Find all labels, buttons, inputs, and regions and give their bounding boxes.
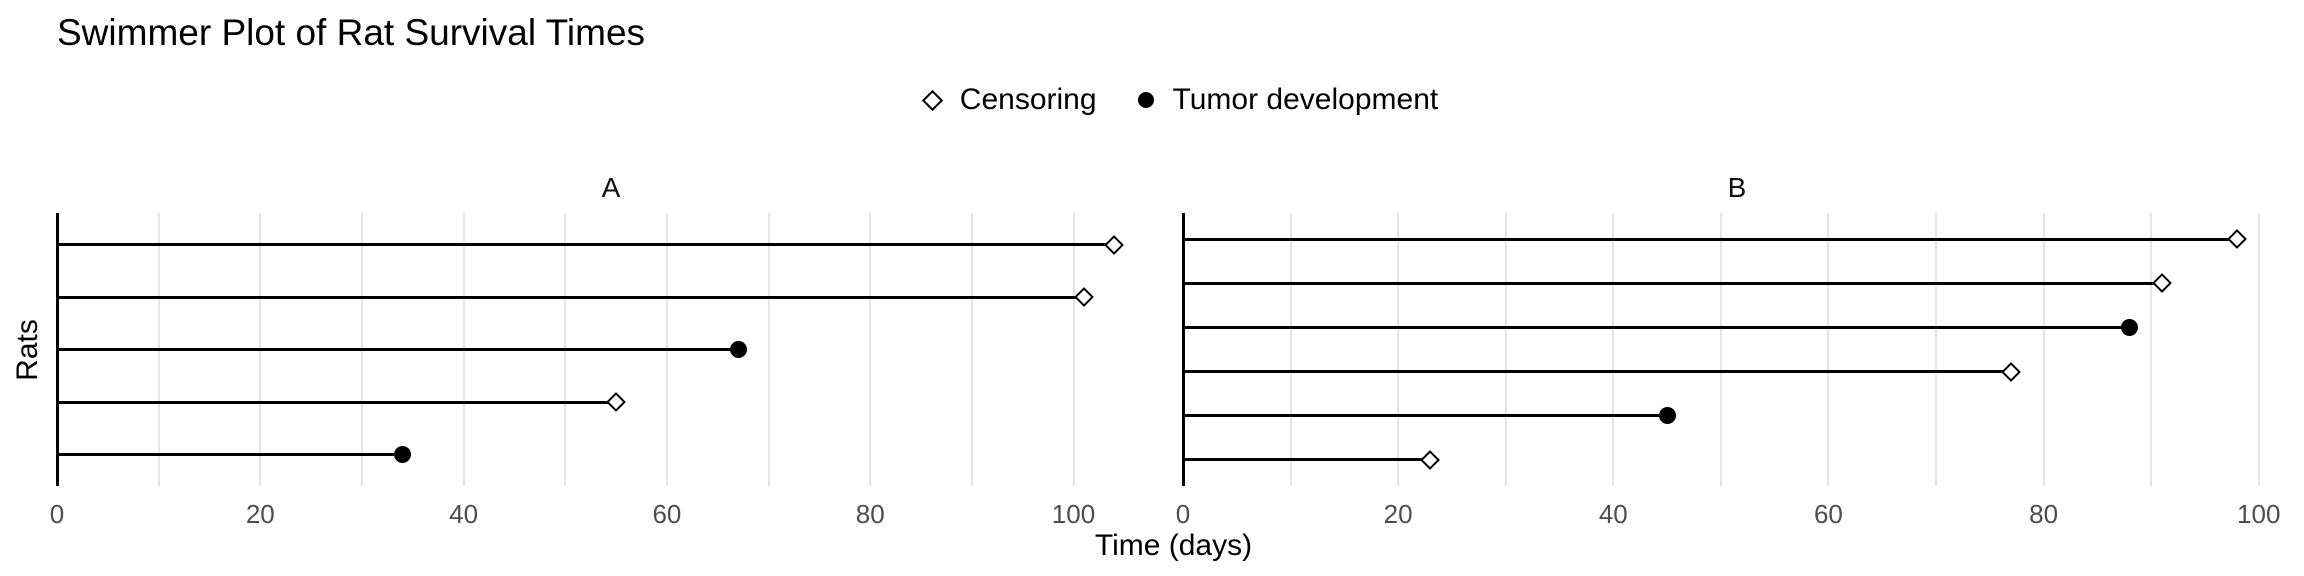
x-tick-label: 100 (1051, 499, 1096, 529)
gridline (1612, 213, 1615, 486)
x-tick-label: 40 (449, 499, 479, 529)
facet-panel-a: 0 20 40 60 80 100 (50, 213, 1165, 527)
facet-panel-b: 0 20 40 60 80 100 (1176, 213, 2291, 527)
swim-line (57, 453, 403, 456)
censoring-marker (2152, 273, 2172, 294)
swim-line (57, 295, 1084, 299)
x-tick-label: 0 (49, 499, 65, 529)
tumor-marker (2121, 318, 2139, 336)
censoring-marker (2001, 361, 2022, 382)
swim-line (1183, 458, 1431, 462)
gridline (2150, 213, 2153, 486)
swim-line (1183, 325, 2130, 329)
x-axis-title: Time (days) (1094, 529, 1253, 562)
gridline (1827, 213, 1830, 486)
x-tick-label: 20 (1383, 499, 1413, 529)
censoring-marker (606, 392, 626, 412)
x-tick-label: 60 (652, 499, 682, 529)
gridline (2042, 213, 2045, 486)
legend-label-censoring: Censoring (959, 83, 1097, 116)
gridline (1504, 213, 1507, 486)
open-diamond-icon (914, 83, 952, 117)
legend-item-tumor-development: Tumor development (1127, 83, 1439, 117)
censoring-marker (1420, 449, 1441, 470)
gridline (2257, 213, 2260, 486)
gridline (1289, 213, 1292, 486)
x-tick-label: 100 (2237, 499, 2281, 529)
gridline (1935, 213, 1937, 486)
gridline (970, 213, 973, 486)
censoring-marker (1104, 234, 1125, 255)
facet-label-b: B (1727, 172, 1747, 203)
y-axis-title: Rats (11, 318, 44, 381)
legend-label-tumor-development: Tumor development (1172, 83, 1439, 116)
censoring-marker (1073, 287, 1094, 307)
gridline (1397, 213, 1400, 486)
x-tick-label: 80 (855, 499, 885, 529)
y-axis-line (1182, 213, 1185, 486)
tumor-marker (394, 446, 412, 463)
tumor-marker (1658, 407, 1676, 425)
filled-circle-icon (1127, 83, 1165, 117)
gridline (767, 213, 770, 486)
swim-line (57, 243, 1115, 246)
gridline (1072, 213, 1075, 486)
censoring-marker (2227, 229, 2248, 250)
gridline (869, 213, 872, 486)
swim-line (57, 348, 739, 351)
legend: Censoring Tumor development (0, 82, 2304, 118)
x-tick-label: 60 (1813, 499, 1843, 529)
legend-item-censoring: Censoring (914, 83, 1097, 117)
swim-line (1183, 370, 2012, 374)
facet-label-a: A (601, 172, 621, 203)
x-tick-label: 40 (1598, 499, 1628, 529)
tumor-marker (729, 341, 747, 358)
swim-line (57, 400, 617, 404)
x-tick-label: 80 (2029, 499, 2059, 529)
x-tick-label: 20 (245, 499, 275, 529)
gridline (1719, 213, 1722, 486)
swim-line (1183, 414, 1668, 418)
plot-title: Swimmer Plot of Rat Survival Times (57, 12, 646, 53)
swim-line (1183, 281, 2162, 285)
swim-line (1183, 237, 2238, 241)
x-tick-label: 0 (1175, 499, 1191, 529)
